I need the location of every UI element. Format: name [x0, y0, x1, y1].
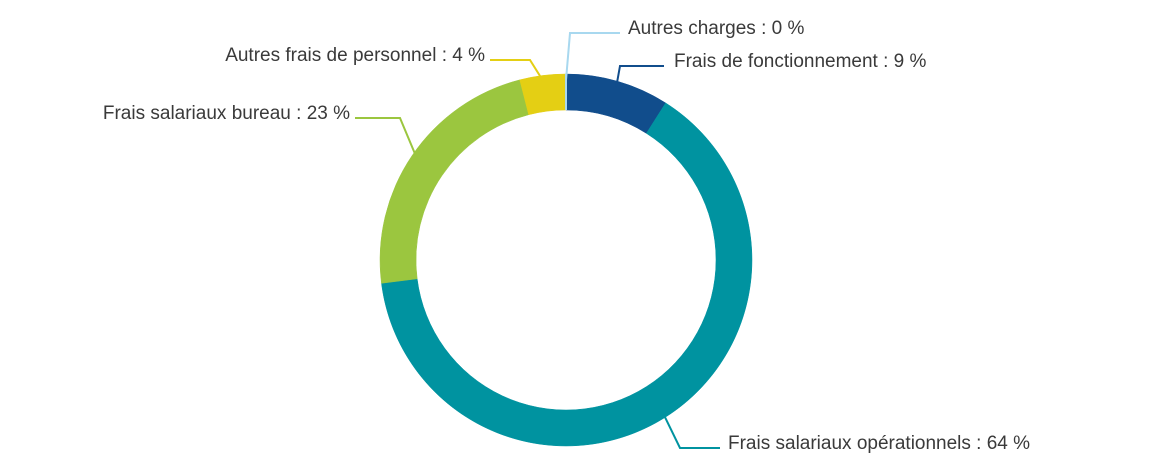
leader-line: [615, 65, 664, 88]
slice-label: Frais de fonctionnement : 9 %: [674, 51, 927, 72]
slice-label: Frais salariaux opérationnels : 64 %: [728, 433, 1030, 454]
slice-label: Autres charges : 0 %: [628, 18, 804, 39]
donut-slice: [565, 73, 667, 134]
slice-label: Autres frais de personnel : 4 %: [225, 45, 485, 66]
leader-line: [661, 411, 720, 449]
leader-line: [565, 32, 620, 81]
slice-label: Frais salariaux bureau : 23 %: [103, 103, 350, 124]
leader-line: [355, 117, 419, 160]
donut-slice: [379, 79, 530, 284]
donut-slice: [381, 102, 753, 447]
leader-line: [490, 59, 545, 82]
